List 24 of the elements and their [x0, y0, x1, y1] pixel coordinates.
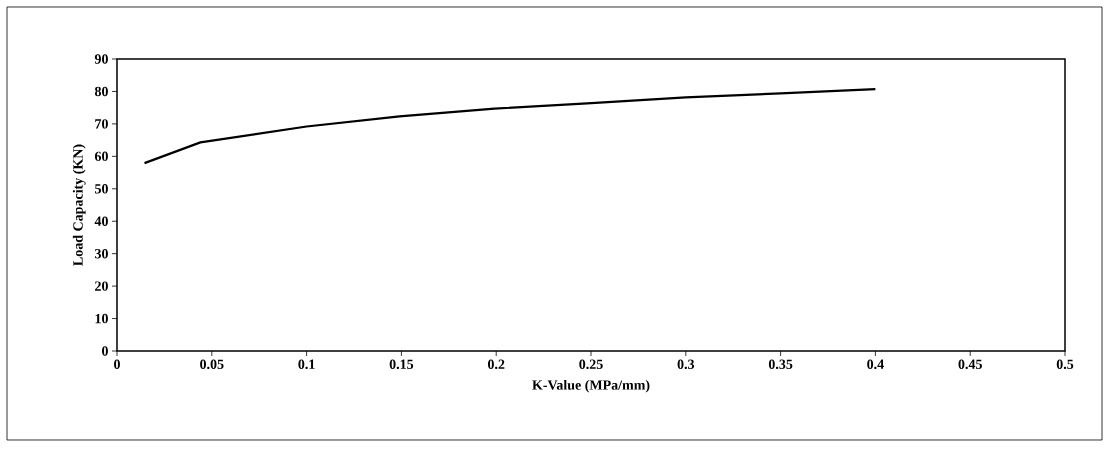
- y-tick-label: 10: [95, 313, 108, 324]
- y-tick-label: 20: [95, 281, 108, 291]
- y-tick-label: 90: [94, 54, 108, 64]
- y-tick-label: 50: [95, 184, 108, 194]
- y-tick-label: 60: [94, 151, 108, 162]
- x-tick-label: 0.45: [958, 359, 982, 370]
- y-tick-label: 30: [95, 248, 108, 259]
- y-axis-title: Load Capacity (KN): [72, 144, 86, 266]
- y-tick-label: 40: [94, 216, 108, 226]
- x-tick-label: 0: [114, 359, 120, 369]
- x-tick-label: 0.35: [768, 359, 793, 370]
- y-tick-label: 80: [94, 86, 108, 97]
- x-tick-label: 0.3: [677, 359, 695, 370]
- x-tick-label: 0.15: [389, 359, 414, 370]
- x-tick-label: 0.25: [579, 359, 603, 370]
- x-tick-label: 0.2: [487, 359, 505, 370]
- x-axis-title: K-Value (MPa/mm): [532, 379, 650, 393]
- y-tick-label: 70: [95, 119, 108, 129]
- x-tick-label: 0.5: [1056, 359, 1074, 370]
- x-tick-label: 0.4: [867, 359, 884, 370]
- x-tick-label: 0.05: [200, 359, 224, 370]
- line-series: [143, 88, 877, 165]
- x-tick-label: 0.1: [298, 359, 315, 370]
- y-tick-label: 0: [102, 346, 108, 356]
